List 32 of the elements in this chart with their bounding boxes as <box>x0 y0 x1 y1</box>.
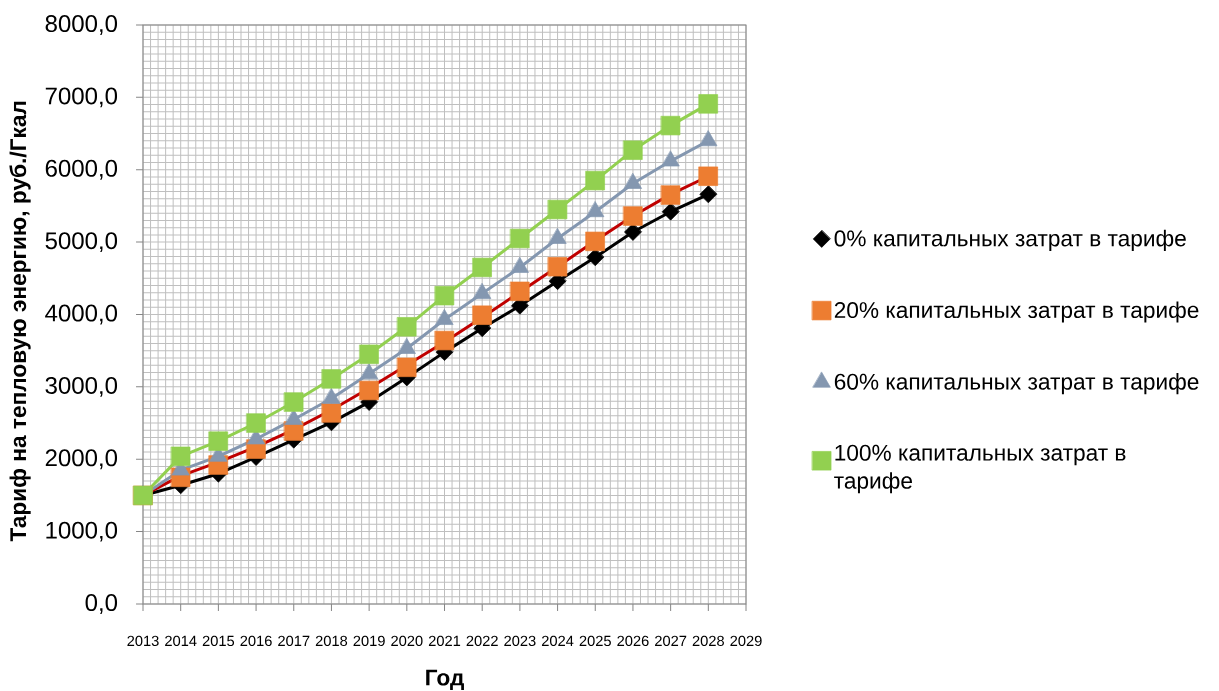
y-tick-label: 0,0 <box>85 594 118 614</box>
y-tick-label: 4000,0 <box>45 304 118 325</box>
x-axis-title: Год <box>426 669 464 690</box>
x-tick-label: 2023 <box>504 635 536 647</box>
legend-label: 60% капитальных затрат в тарифе <box>834 373 1199 395</box>
x-tick-label: 2025 <box>579 635 611 647</box>
x-tick-label: 2015 <box>202 635 235 647</box>
y-tick-label: 5000,0 <box>45 232 118 253</box>
y-tick-label: 6000,0 <box>45 159 118 180</box>
y-tick-label: 2000,0 <box>45 449 118 470</box>
x-tick-label: 2021 <box>428 635 461 647</box>
legend-label: 0% капитальных затрат в тарифе <box>834 229 1186 251</box>
x-tick-label: 2022 <box>466 635 498 647</box>
x-tick-label: 2017 <box>278 635 310 647</box>
x-tick-label: 2028 <box>692 635 724 647</box>
y-tick-label: 3000,0 <box>45 376 118 397</box>
x-tick-label: 2024 <box>541 635 574 647</box>
legend-label: 20% капитальных затрат в тарифе <box>834 301 1199 323</box>
x-tick-label: 2014 <box>165 635 197 647</box>
x-tick-label: 2019 <box>353 635 385 647</box>
x-tick-label: 2018 <box>315 635 348 647</box>
x-tick-label: 2027 <box>655 635 687 647</box>
y-axis-title: Тариф на тепловую энергию, руб./Гкал <box>9 101 31 542</box>
x-tick-label: 2026 <box>617 635 649 647</box>
y-tick-label: 8000,0 <box>45 15 118 35</box>
x-tick-label: 2013 <box>127 635 159 647</box>
y-tick-label: 7000,0 <box>45 87 118 108</box>
x-tick-label: 2020 <box>391 635 423 647</box>
x-tick-label: 2029 <box>730 635 762 647</box>
y-tick-label: 1000,0 <box>46 521 118 542</box>
legend-label: 100% капитальных затрат в тарифе <box>834 444 1126 494</box>
x-tick-label: 2016 <box>240 635 272 647</box>
